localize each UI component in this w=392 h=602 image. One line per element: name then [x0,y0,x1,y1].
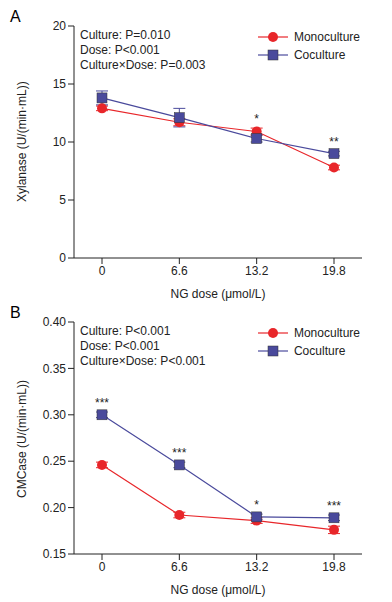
svg-text:20: 20 [53,19,67,33]
svg-text:0: 0 [99,264,106,278]
svg-text:0.40: 0.40 [43,315,67,329]
svg-text:CMCase (U/(min·mL)): CMCase (U/(min·mL)) [15,380,29,498]
html-text:Monoculture: Monoculture [294,30,360,44]
svg-text:*: * [254,498,259,512]
svg-text:*: * [254,112,259,126]
html-text:Monoculture: Monoculture [294,326,360,340]
svg-text:0: 0 [99,560,106,574]
svg-text:0: 0 [59,251,66,265]
html-text:Dose: P<0.001: Dose: P<0.001 [80,43,160,57]
svg-text:6.6: 6.6 [171,560,188,574]
html-text:Dose: P<0.001: Dose: P<0.001 [80,339,160,353]
html-text:B: B [10,304,21,321]
html-text:Culture: P<0.001: Culture: P<0.001 [80,324,171,338]
svg-text:Xylanase (U/(min·mL)): Xylanase (U/(min·mL)) [15,81,29,202]
svg-text:19.8: 19.8 [322,560,346,574]
svg-text:19.8: 19.8 [322,264,346,278]
svg-text:6.6: 6.6 [171,264,188,278]
svg-text:13.2: 13.2 [245,264,269,278]
svg-text:5: 5 [59,193,66,207]
svg-text:13.2: 13.2 [245,560,269,574]
html-text:Culture×Dose: P=0.003: Culture×Dose: P=0.003 [80,58,206,72]
svg-text:**: ** [329,135,339,149]
svg-text:***: *** [327,499,341,513]
svg-text:***: *** [172,446,186,460]
html-text:Culture: P=0.010: Culture: P=0.010 [80,28,171,42]
svg-text:0.35: 0.35 [43,362,67,376]
svg-text:10: 10 [53,135,67,149]
svg-text:0.15: 0.15 [43,547,67,561]
svg-text:NG dose (μmol/L): NG dose (μmol/L) [171,583,266,597]
svg-text:NG dose (μmol/L): NG dose (μmol/L) [171,287,266,301]
svg-text:***: *** [95,396,109,410]
svg-text:15: 15 [53,77,67,91]
svg-text:0.25: 0.25 [43,454,67,468]
svg-text:0.30: 0.30 [43,408,67,422]
html-text:Coculture: Coculture [294,48,346,62]
svg-text:0.20: 0.20 [43,501,67,515]
html-text:Coculture: Coculture [294,344,346,358]
html-text:Culture×Dose: P<0.001: Culture×Dose: P<0.001 [80,354,206,368]
html-text:A: A [10,8,21,25]
